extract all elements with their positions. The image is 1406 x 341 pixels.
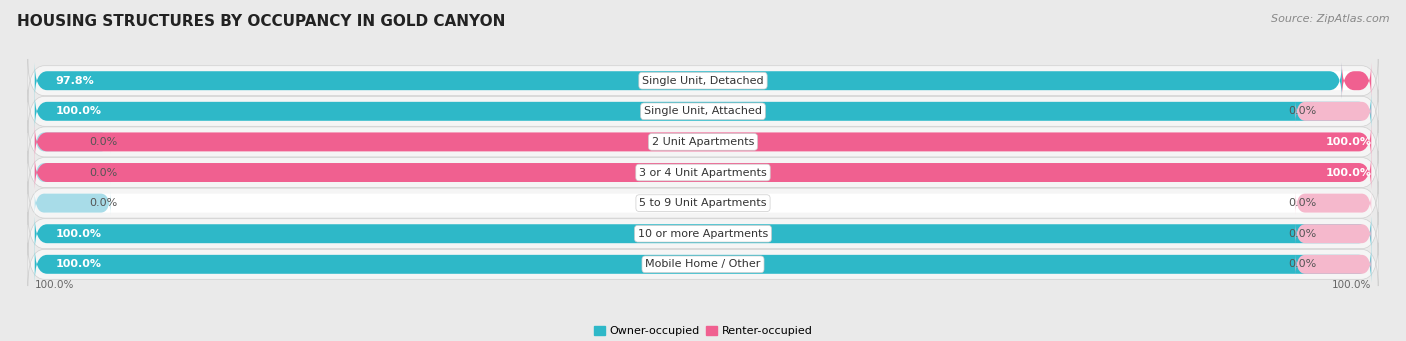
FancyBboxPatch shape: [1341, 63, 1371, 99]
FancyBboxPatch shape: [28, 120, 1378, 164]
FancyBboxPatch shape: [35, 154, 1371, 191]
Text: 2 Unit Apartments: 2 Unit Apartments: [652, 137, 754, 147]
Text: 100.0%: 100.0%: [1331, 280, 1371, 290]
FancyBboxPatch shape: [35, 216, 1371, 252]
FancyBboxPatch shape: [28, 151, 1378, 194]
Text: 0.0%: 0.0%: [89, 198, 118, 208]
Text: Single Unit, Detached: Single Unit, Detached: [643, 76, 763, 86]
FancyBboxPatch shape: [35, 216, 1371, 252]
Text: HOUSING STRUCTURES BY OCCUPANCY IN GOLD CANYON: HOUSING STRUCTURES BY OCCUPANCY IN GOLD …: [17, 14, 505, 29]
Text: 5 to 9 Unit Apartments: 5 to 9 Unit Apartments: [640, 198, 766, 208]
FancyBboxPatch shape: [28, 242, 1378, 286]
Text: Mobile Home / Other: Mobile Home / Other: [645, 259, 761, 269]
FancyBboxPatch shape: [28, 181, 1378, 225]
Text: 10 or more Apartments: 10 or more Apartments: [638, 229, 768, 239]
Text: 100.0%: 100.0%: [55, 229, 101, 239]
Text: 0.0%: 0.0%: [1289, 229, 1317, 239]
FancyBboxPatch shape: [35, 185, 1371, 221]
Legend: Owner-occupied, Renter-occupied: Owner-occupied, Renter-occupied: [589, 322, 817, 341]
Text: 100.0%: 100.0%: [55, 106, 101, 116]
Text: 0.0%: 0.0%: [89, 137, 118, 147]
FancyBboxPatch shape: [28, 59, 1378, 102]
FancyBboxPatch shape: [35, 124, 1371, 160]
FancyBboxPatch shape: [1295, 252, 1371, 276]
FancyBboxPatch shape: [35, 93, 1371, 129]
Text: 3 or 4 Unit Apartments: 3 or 4 Unit Apartments: [640, 167, 766, 178]
Text: 100.0%: 100.0%: [1326, 137, 1371, 147]
Text: 0.0%: 0.0%: [1289, 198, 1317, 208]
FancyBboxPatch shape: [35, 63, 1341, 99]
Text: 0.0%: 0.0%: [1289, 106, 1317, 116]
FancyBboxPatch shape: [35, 154, 1371, 191]
FancyBboxPatch shape: [1295, 99, 1371, 123]
FancyBboxPatch shape: [35, 246, 1371, 282]
Text: 0.0%: 0.0%: [1289, 259, 1317, 269]
Text: 100.0%: 100.0%: [55, 259, 101, 269]
Text: 97.8%: 97.8%: [55, 76, 94, 86]
FancyBboxPatch shape: [35, 93, 1371, 129]
FancyBboxPatch shape: [35, 246, 1371, 282]
FancyBboxPatch shape: [1295, 222, 1371, 246]
FancyBboxPatch shape: [28, 90, 1378, 133]
FancyBboxPatch shape: [1295, 191, 1371, 215]
Text: Source: ZipAtlas.com: Source: ZipAtlas.com: [1271, 14, 1389, 24]
FancyBboxPatch shape: [35, 63, 1371, 99]
FancyBboxPatch shape: [35, 161, 111, 184]
FancyBboxPatch shape: [35, 124, 1371, 160]
Text: Single Unit, Attached: Single Unit, Attached: [644, 106, 762, 116]
Text: 100.0%: 100.0%: [35, 280, 75, 290]
FancyBboxPatch shape: [35, 191, 111, 215]
FancyBboxPatch shape: [35, 130, 111, 154]
FancyBboxPatch shape: [28, 212, 1378, 255]
Text: 0.0%: 0.0%: [89, 167, 118, 178]
Text: 100.0%: 100.0%: [1326, 167, 1371, 178]
